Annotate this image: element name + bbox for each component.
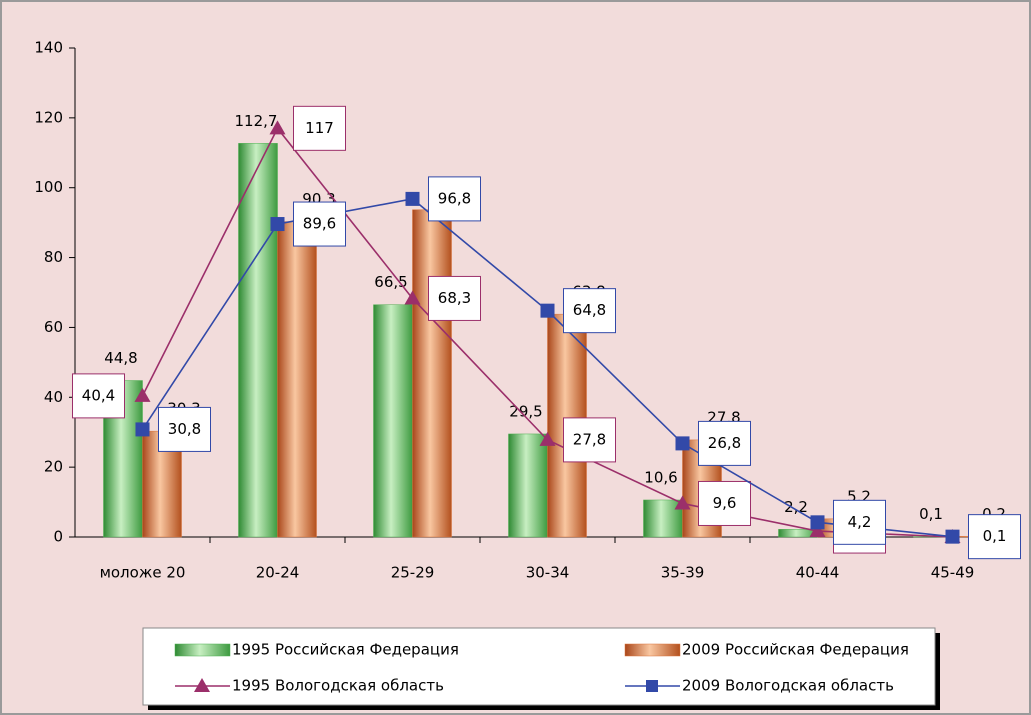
y-tick-label: 60 [44, 318, 63, 336]
x-tick-label: 25-29 [391, 564, 435, 582]
legend-swatch [624, 643, 681, 657]
value-label-box [158, 406, 211, 452]
value-label-box [968, 514, 1021, 560]
marker [539, 431, 556, 446]
legend-label: 1995 Российская Федерация [232, 641, 459, 659]
value-label-box [293, 105, 346, 151]
y-tick-label: 120 [34, 108, 63, 126]
y-tick-label: 140 [34, 39, 63, 57]
y-tick-label: 0 [53, 528, 63, 546]
marker [810, 515, 825, 530]
bar-value-label: 112,7 [235, 112, 278, 130]
marker [269, 120, 286, 135]
bar-value-label: 0,1 [919, 505, 943, 523]
value-label-box [698, 420, 751, 466]
value-label-box [72, 373, 125, 419]
marker [404, 290, 421, 305]
marker [270, 217, 285, 232]
bar [373, 304, 413, 538]
marker [135, 422, 150, 437]
bar-value-label: 2,2 [784, 498, 808, 516]
bar [508, 433, 548, 538]
line-value-label: 27,8 [573, 430, 606, 448]
legend-marker [646, 680, 658, 692]
bar-value-label: 44,8 [104, 349, 137, 367]
line-value-label: 26,8 [708, 434, 741, 452]
y-tick-label: 100 [34, 178, 63, 196]
line-value-label: 4,2 [848, 513, 872, 531]
line-value-label: 9,6 [713, 494, 737, 512]
x-tick-label: моложе 20 [100, 564, 186, 582]
bar [238, 143, 278, 538]
value-label-box [563, 417, 616, 463]
x-tick-label: 35-39 [661, 564, 705, 582]
line-value-label: 89,6 [303, 215, 336, 233]
line-value-label: 117 [305, 119, 334, 137]
marker [675, 436, 690, 451]
value-label-box [428, 275, 481, 321]
marker [540, 303, 555, 318]
value-label-box [293, 201, 346, 247]
bar-value-label: 29,5 [509, 402, 542, 420]
marker [809, 523, 826, 538]
legend-swatch [174, 643, 231, 657]
legend-box [142, 627, 936, 706]
marker [134, 387, 151, 402]
marker [405, 191, 420, 206]
y-tick-label: 40 [44, 388, 63, 406]
legend-label: 2009 Российская Федерация [682, 641, 909, 659]
value-label-box [698, 480, 751, 526]
marker [674, 495, 691, 510]
value-label-box [833, 499, 886, 545]
value-label-box [563, 288, 616, 334]
line-value-label: 30,8 [168, 420, 201, 438]
y-tick-label: 80 [44, 248, 63, 266]
value-label-box [428, 176, 481, 222]
x-tick-label: 30-34 [526, 564, 570, 582]
bar [277, 221, 317, 538]
marker [945, 529, 960, 544]
x-tick-label: 40-44 [796, 564, 840, 582]
line-value-label: 68,3 [438, 289, 471, 307]
bar-value-label: 66,5 [374, 273, 407, 291]
x-tick-label: 45-49 [931, 564, 975, 582]
line-value-label: 96,8 [438, 189, 471, 207]
y-tick-label: 20 [44, 458, 63, 476]
line-value-label: 64,8 [573, 301, 606, 319]
line-value-label: 0,1 [983, 527, 1007, 545]
legend-label: 1995 Вологодская область [232, 677, 444, 695]
bar [412, 209, 452, 538]
legend-marker [194, 678, 210, 692]
bar [643, 499, 683, 538]
bar-value-label: 10,6 [644, 468, 677, 486]
legend-label: 2009 Вологодская область [682, 677, 894, 695]
line-value-label: 40,4 [82, 386, 115, 404]
x-tick-label: 20-24 [256, 564, 300, 582]
